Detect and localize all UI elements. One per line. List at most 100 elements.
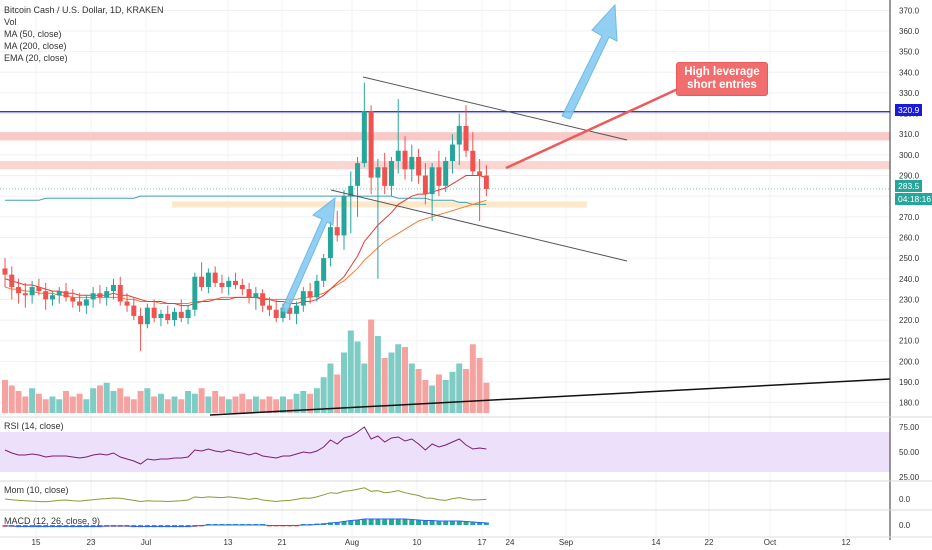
candle-body	[470, 150, 476, 172]
candle-body	[104, 291, 110, 298]
volume-bar	[300, 391, 307, 413]
volume-bar	[374, 336, 381, 413]
volume-bar	[198, 388, 205, 413]
candle-body	[253, 293, 259, 298]
volume-bar	[259, 399, 266, 413]
candle-body	[321, 258, 327, 281]
x-tick-label: Oct	[764, 538, 777, 547]
y-tick-label: 210.0	[899, 337, 920, 346]
y-tick-label: 220.0	[899, 316, 920, 325]
y-tick-label: 240.0	[899, 275, 920, 284]
candle-body	[29, 287, 35, 296]
volume-bar	[415, 369, 422, 413]
volume-bar	[449, 371, 456, 413]
macd-histogram-bar	[456, 520, 462, 525]
candle-body	[260, 293, 266, 306]
candle-body	[368, 111, 374, 178]
x-tick-label: Aug	[345, 538, 359, 547]
candle-body	[443, 161, 449, 186]
volume-bar	[368, 319, 375, 413]
candle-body	[199, 276, 205, 288]
macd-histogram-bar	[341, 521, 347, 525]
macd-histogram-bar	[388, 519, 394, 525]
candle-body	[239, 284, 245, 290]
volume-bar	[96, 385, 103, 413]
volume-bar	[90, 388, 97, 413]
candle-body	[36, 287, 42, 292]
rsi-tick-label: 75.00	[899, 423, 920, 432]
macd-histogram-bar	[355, 520, 361, 525]
candle-body	[83, 299, 89, 306]
x-tick-label: 21	[278, 538, 287, 547]
candle-body	[192, 276, 198, 310]
volume-bar	[110, 391, 117, 413]
volume-bar	[205, 396, 212, 413]
y-tick-label: 200.0	[899, 357, 920, 366]
volume-bar	[286, 399, 293, 413]
candle-body	[348, 185, 354, 197]
chart-legend: Bitcoin Cash / U.S. Dollar, 1D, KRAKEN V…	[4, 4, 164, 64]
volume-bar	[171, 396, 178, 413]
candle-body	[77, 301, 83, 306]
momentum-line	[4, 487, 487, 503]
last-price-tag: 283.5	[895, 180, 923, 192]
candle-body	[43, 291, 49, 300]
macd-histogram-bar	[409, 519, 415, 525]
volume-bar	[157, 393, 164, 413]
candle-body	[436, 167, 442, 186]
candle-body	[463, 125, 469, 151]
candle-body	[456, 125, 462, 145]
countdown-tag: 04:18:16	[895, 193, 932, 205]
candle-body	[477, 171, 483, 176]
ma200-line	[5, 195, 487, 205]
target-arrow	[561, 3, 618, 120]
volume-bar	[327, 363, 334, 413]
x-tick-label: Jul	[141, 538, 151, 547]
volume-bar	[164, 399, 171, 413]
y-tick-label: 350.0	[899, 48, 920, 57]
long-term-trendline	[209, 378, 891, 416]
macd-histogram-bar	[449, 520, 455, 525]
volume-bar	[218, 396, 225, 413]
volume-bar	[476, 358, 483, 413]
candle-body	[151, 307, 157, 319]
macd-histogram-bar	[429, 520, 435, 525]
volume-bar	[456, 363, 463, 413]
mom-label: Mom (10, close)	[4, 485, 69, 495]
macd-histogram-bar	[470, 521, 476, 525]
volume-bar	[15, 391, 22, 413]
triangle-lower-line	[330, 189, 628, 262]
volume-bar	[212, 391, 219, 413]
candle-body	[246, 289, 252, 298]
y-tick-label: 180.0	[899, 399, 920, 408]
volume-bar	[279, 396, 286, 413]
volume-bar	[341, 352, 347, 413]
candle-body	[409, 156, 415, 170]
candle-body	[124, 301, 130, 306]
candle-body	[402, 150, 408, 170]
volume-bar	[246, 399, 253, 413]
x-tick-label: 24	[506, 538, 515, 547]
candle-body	[334, 227, 340, 236]
candle-body	[361, 111, 367, 164]
chart-title: Bitcoin Cash / U.S. Dollar, 1D, KRAKEN	[4, 5, 164, 15]
candle-body	[158, 313, 164, 319]
volume-bar	[56, 399, 63, 413]
legend-vol: Vol	[4, 17, 17, 27]
x-tick-label: 22	[705, 538, 714, 547]
x-tick-label: 15	[32, 538, 41, 547]
candle-body	[22, 293, 28, 296]
annotation-pointer-line	[505, 86, 681, 170]
candle-body	[131, 305, 137, 316]
macd-histogram-bar	[463, 521, 469, 525]
volume-bar	[124, 396, 131, 413]
candle-body	[375, 167, 381, 178]
ema20-line	[4, 175, 487, 307]
candle-body	[388, 161, 394, 186]
candle-body	[90, 293, 96, 300]
volume-bar	[442, 380, 449, 413]
x-tick-label: 23	[87, 538, 96, 547]
volume-bar	[49, 396, 56, 413]
volume-bar	[151, 396, 158, 413]
